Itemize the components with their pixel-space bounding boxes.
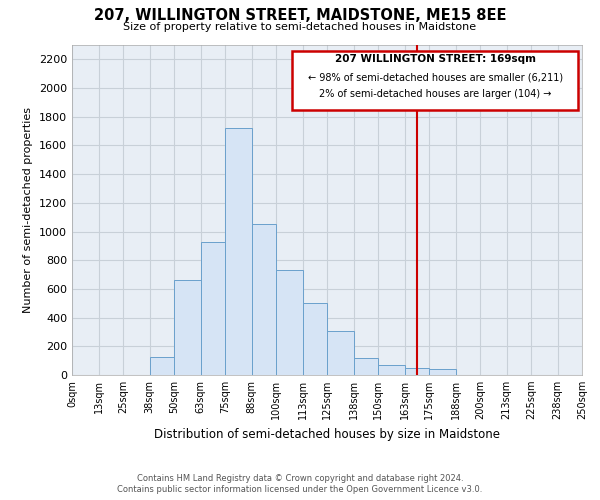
- Text: 207, WILLINGTON STREET, MAIDSTONE, ME15 8EE: 207, WILLINGTON STREET, MAIDSTONE, ME15 …: [94, 8, 506, 22]
- Bar: [225, 128, 251, 375]
- Bar: [404, 368, 429, 375]
- Bar: [276, 270, 302, 375]
- Bar: [302, 304, 327, 375]
- Text: Size of property relative to semi-detached houses in Maidstone: Size of property relative to semi-detach…: [124, 22, 476, 32]
- Text: ← 98% of semi-detached houses are smaller (6,211): ← 98% of semi-detached houses are smalle…: [308, 72, 563, 82]
- Text: Contains HM Land Registry data © Crown copyright and database right 2024.
Contai: Contains HM Land Registry data © Crown c…: [118, 474, 482, 494]
- FancyBboxPatch shape: [292, 50, 578, 110]
- Y-axis label: Number of semi-detached properties: Number of semi-detached properties: [23, 107, 34, 313]
- Bar: [378, 365, 404, 375]
- Bar: [174, 280, 200, 375]
- Bar: [353, 358, 378, 375]
- Bar: [429, 370, 455, 375]
- Bar: [327, 330, 353, 375]
- Bar: [251, 224, 276, 375]
- X-axis label: Distribution of semi-detached houses by size in Maidstone: Distribution of semi-detached houses by …: [154, 428, 500, 440]
- Bar: [200, 242, 225, 375]
- Bar: [149, 357, 174, 375]
- Text: 2% of semi-detached houses are larger (104) →: 2% of semi-detached houses are larger (1…: [319, 88, 551, 99]
- Text: 207 WILLINGTON STREET: 169sqm: 207 WILLINGTON STREET: 169sqm: [335, 54, 536, 64]
